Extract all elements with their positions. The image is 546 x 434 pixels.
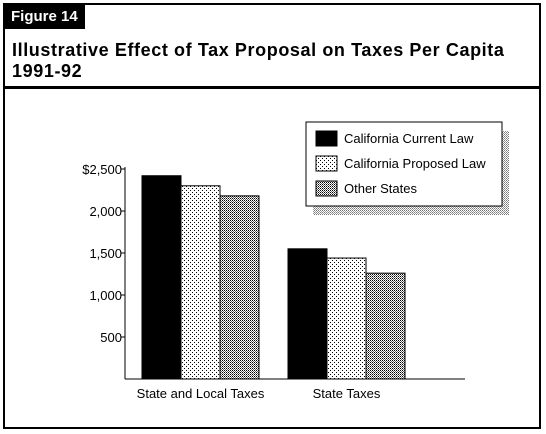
title-line-1: Illustrative Effect of Tax Proposal on T…: [12, 40, 505, 60]
x-tick-label: State Taxes: [313, 386, 381, 401]
y-tick-label: 500: [100, 330, 122, 345]
bar: [365, 272, 406, 380]
x-tick-labels: State and Local Taxes State Taxes: [137, 386, 381, 401]
y-tick-labels: 500 1,000 1,500 2,000 $2,500: [82, 162, 122, 345]
legend-entry: California Current Law: [344, 131, 474, 146]
legend: California Current Law California Propose…: [305, 121, 509, 215]
bar: [219, 195, 260, 380]
legend-entry: California Proposed Law: [344, 156, 486, 171]
title-rule: [3, 86, 541, 89]
bar: [180, 185, 221, 380]
x-tick-label: State and Local Taxes: [137, 386, 265, 401]
y-tick-label: 2,000: [89, 204, 122, 219]
y-tick-label: 1,500: [89, 246, 122, 261]
y-tick-label: 1,000: [89, 288, 122, 303]
legend-swatch: [315, 155, 338, 172]
figure-title: Illustrative Effect of Tax Proposal on T…: [12, 40, 532, 82]
figure-frame: [3, 3, 541, 429]
legend-entry: Other States: [344, 181, 417, 196]
bar: [326, 257, 367, 380]
legend-swatch: [315, 130, 338, 147]
y-tick-label: $2,500: [82, 162, 122, 177]
figure-label: Figure 14: [5, 5, 85, 29]
bar: [287, 248, 328, 380]
bars: [141, 175, 406, 380]
legend-swatch: [315, 180, 338, 197]
legend-box: [305, 121, 503, 207]
title-line-2: 1991-92: [12, 61, 83, 81]
bar: [141, 175, 182, 380]
